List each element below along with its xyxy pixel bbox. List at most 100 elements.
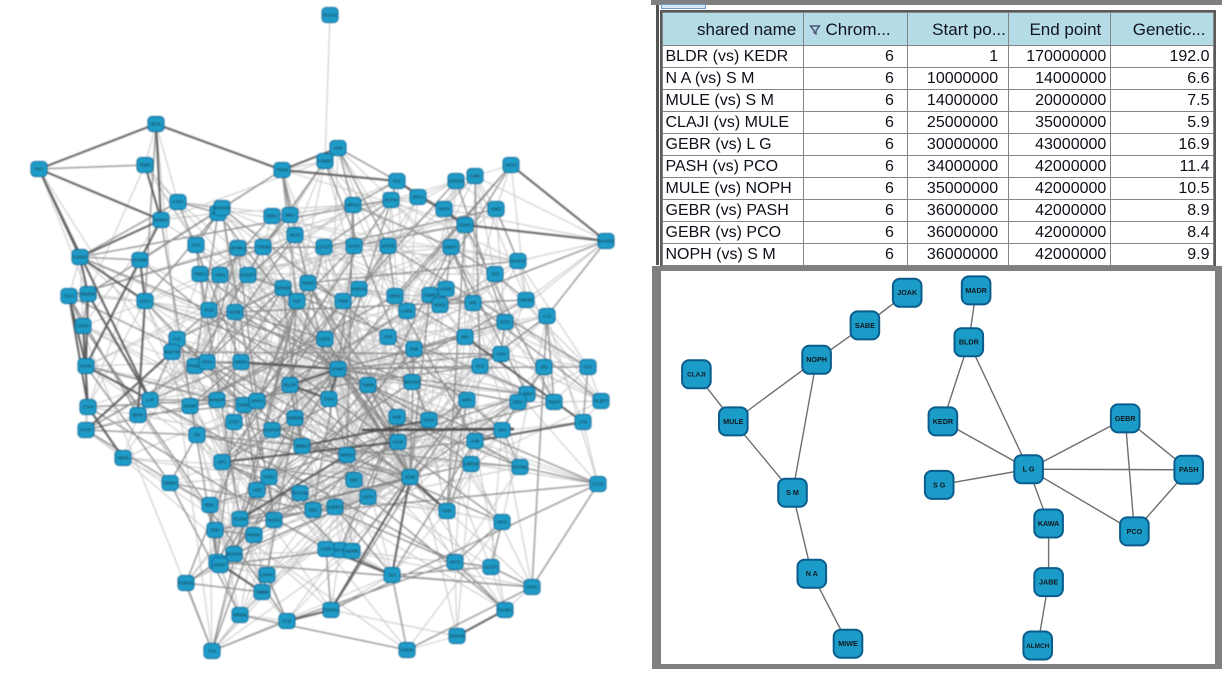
svg-text:NUETM: NUETM [165, 350, 180, 355]
svg-text:KDHJ: KDHJ [435, 303, 446, 308]
svg-text:TWIW: TWIW [362, 383, 374, 388]
svg-text:TLS: TLS [208, 649, 216, 654]
svg-text:JKCS: JKCS [450, 560, 461, 565]
svg-text:OLID: OLID [204, 308, 214, 313]
svg-text:ODEJ: ODEJ [266, 214, 277, 219]
svg-text:JFD: JFD [540, 365, 548, 370]
svg-text:FKOU: FKOU [80, 364, 92, 369]
svg-text:S M: S M [786, 488, 799, 497]
svg-text:GSHEA: GSHEA [498, 608, 513, 613]
svg-text:HLF: HLF [293, 299, 301, 304]
svg-text:NCDE: NCDE [229, 310, 241, 315]
svg-text:CWSSU: CWSSU [323, 608, 339, 613]
svg-text:SRNSB: SRNSB [276, 286, 291, 291]
svg-text:LAP: LAP [146, 398, 154, 403]
svg-text:SKMEC: SKMEC [154, 218, 169, 223]
svg-text:JKUG: JKUG [289, 233, 300, 238]
svg-text:WCHS: WCHS [334, 548, 347, 553]
svg-text:FPWSW: FPWSW [187, 364, 203, 369]
svg-text:LNKEH: LNKEH [328, 505, 342, 510]
svg-text:ESKM: ESKM [401, 648, 413, 653]
svg-text:SFPJ: SFPJ [202, 360, 212, 365]
svg-text:LLO: LLO [543, 314, 552, 319]
svg-text:MKU: MKU [285, 213, 294, 218]
svg-text:KNDAD: KNDAD [352, 287, 367, 292]
svg-text:ENB: ENB [410, 347, 419, 352]
svg-text:DACLS: DACLS [323, 13, 337, 18]
svg-text:TDS: TDS [491, 272, 500, 277]
svg-text:LMEFB: LMEFB [464, 462, 478, 467]
svg-text:EAF: EAF [584, 365, 593, 370]
svg-text:KSNO: KSNO [459, 223, 472, 228]
svg-text:LKGO: LKGO [440, 287, 452, 292]
svg-text:GBBM: GBBM [256, 590, 269, 595]
svg-text:AJGR: AJGR [320, 547, 331, 552]
svg-text:KWD: KWD [491, 207, 501, 212]
svg-text:CTAH: CTAH [82, 405, 93, 410]
svg-text:LAPD: LAPD [402, 309, 413, 314]
svg-text:NDWH: NDWH [163, 481, 176, 486]
svg-text:GPC: GPC [217, 460, 226, 465]
svg-text:MAGGI: MAGGI [511, 259, 525, 264]
svg-text:EIDA: EIDA [513, 400, 523, 405]
svg-text:MCO: MCO [497, 520, 508, 525]
svg-text:BOIL: BOIL [205, 503, 215, 508]
svg-text:LSFPC: LSFPC [260, 573, 274, 578]
svg-text:USFK: USFK [319, 337, 330, 342]
svg-text:PCO: PCO [1126, 527, 1142, 536]
svg-text:NWCD: NWCD [340, 453, 353, 458]
svg-text:HLSMN: HLSMN [133, 258, 148, 263]
svg-text:KAWIO: KAWIO [73, 255, 88, 260]
svg-text:AKD: AKD [253, 488, 262, 493]
svg-text:FHR: FHR [443, 509, 452, 514]
svg-text:UUK: UUK [334, 146, 343, 151]
svg-text:ICJC: ICJC [282, 619, 291, 624]
svg-text:GMSR: GMSR [184, 404, 197, 409]
svg-text:UHOL: UHOL [526, 585, 538, 590]
svg-text:N A: N A [805, 569, 817, 578]
svg-text:HRA: HRA [498, 428, 507, 433]
svg-text:JPCLI: JPCLI [412, 195, 423, 200]
svg-text:HIEN: HIEN [215, 273, 225, 278]
svg-text:BCIS: BCIS [151, 122, 161, 127]
svg-text:AHB: AHB [471, 439, 480, 444]
svg-text:GEBR: GEBR [1114, 414, 1136, 423]
svg-text:JEME: JEME [404, 475, 415, 480]
svg-text:TACO: TACO [323, 397, 335, 402]
svg-text:PASH: PASH [1178, 465, 1197, 474]
svg-text:KBBDW: KBBDW [287, 416, 302, 421]
svg-text:CFNO: CFNO [77, 324, 90, 329]
svg-text:ECFNI: ECFNI [385, 198, 398, 203]
svg-text:FOTP: FOTP [80, 428, 91, 433]
svg-text:OLGW: OLGW [234, 517, 247, 522]
svg-text:JUTC: JUTC [500, 320, 511, 325]
svg-text:TWCP: TWCP [548, 400, 561, 405]
svg-text:EPCHM: EPCHM [292, 491, 308, 496]
svg-text:OLMO: OLMO [424, 293, 437, 298]
svg-text:STET: STET [229, 420, 240, 425]
svg-text:ADFOO: ADFOO [265, 428, 281, 433]
svg-text:JABE: JABE [1039, 578, 1058, 587]
svg-text:HCCI: HCCI [64, 294, 74, 299]
svg-text:KHMP: KHMP [332, 367, 344, 372]
svg-text:MWFF: MWFF [445, 245, 458, 250]
svg-text:AJNMC: AJNMC [318, 159, 332, 164]
svg-text:CTLD: CTLD [593, 482, 604, 487]
svg-text:EIJI: EIJI [393, 179, 400, 184]
svg-text:TRFM: TRFM [276, 168, 288, 173]
svg-text:LRRIF: LRRIF [521, 392, 534, 397]
svg-text:NOPH: NOPH [806, 355, 827, 364]
svg-text:WUCRA: WUCRA [226, 552, 242, 557]
svg-text:ALMCH: ALMCH [1026, 643, 1049, 650]
svg-text:THRO: THRO [263, 475, 276, 480]
svg-text:HRRS: HRRS [389, 294, 401, 299]
svg-text:CLAJI: CLAJI [687, 372, 706, 379]
svg-text:FICW: FICW [424, 418, 435, 423]
svg-text:NIRC: NIRC [462, 398, 472, 403]
svg-text:KAWA: KAWA [1037, 519, 1059, 528]
svg-text:RILOP: RILOP [284, 383, 297, 388]
svg-text:MAUGO: MAUGO [598, 239, 615, 244]
svg-text:IPR: IPR [470, 301, 477, 306]
svg-text:S G: S G [933, 480, 946, 489]
svg-text:TWW: TWW [338, 299, 349, 304]
